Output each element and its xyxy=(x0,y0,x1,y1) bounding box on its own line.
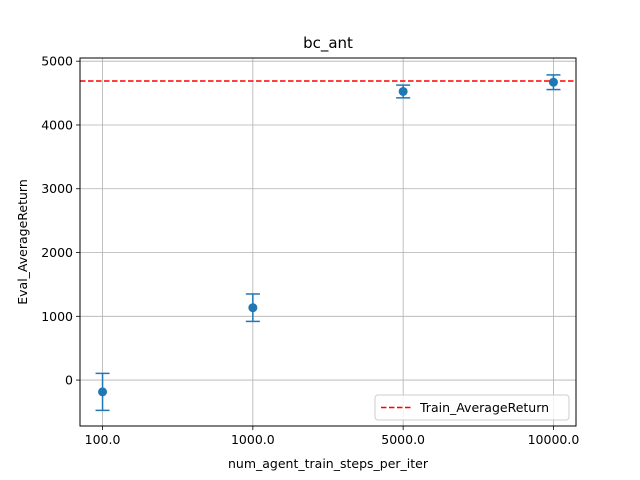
data-marker xyxy=(398,86,408,96)
grid xyxy=(80,58,576,426)
y-tick-label: 4000 xyxy=(41,117,73,132)
chart-title: bc_ant xyxy=(303,34,353,53)
data-point xyxy=(396,84,411,99)
legend: Train_AverageReturn xyxy=(374,394,570,421)
y-tick-label: 5000 xyxy=(41,54,73,69)
plot-frame xyxy=(79,57,577,427)
data-marker xyxy=(98,387,108,397)
y-tick-label: 1000 xyxy=(41,309,73,324)
x-tick-label: 10000.0 xyxy=(528,432,580,447)
legend-label: Train_AverageReturn xyxy=(419,400,549,415)
data-point xyxy=(546,74,561,91)
data-point xyxy=(95,372,110,412)
y-tick-label: 3000 xyxy=(41,181,73,196)
legend-box xyxy=(374,394,570,421)
data-marker xyxy=(548,77,558,87)
data-point xyxy=(245,293,260,323)
data-marker xyxy=(248,303,258,313)
y-axis-label: Eval_AverageReturn xyxy=(15,179,30,305)
y-tick-label: 2000 xyxy=(41,245,73,260)
series-layer xyxy=(95,74,561,412)
x-tick-label: 5000.0 xyxy=(381,432,425,447)
axis-ticks: 100.0 1000.0 5000.0 10000.0 0 1000 2000 3000 400… xyxy=(41,54,579,447)
x-tick-label: 100.0 xyxy=(85,432,121,447)
x-tick-label: 1000.0 xyxy=(231,432,275,447)
x-axis-label: num_agent_train_steps_per_iter xyxy=(228,456,429,471)
y-tick-label: 0 xyxy=(65,373,73,388)
